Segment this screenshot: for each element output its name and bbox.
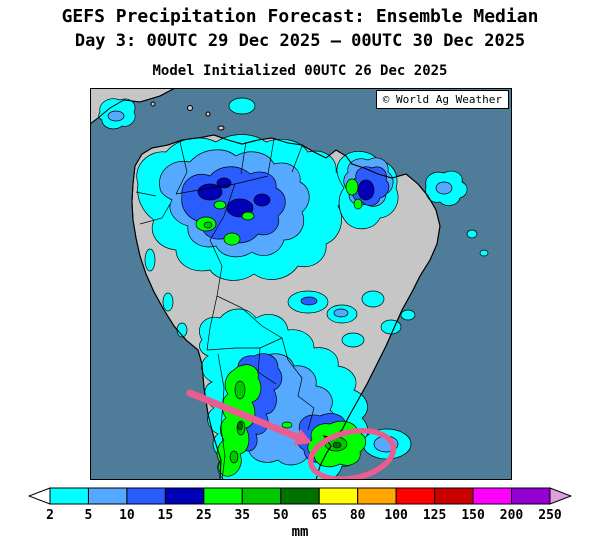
caribbean-island	[150, 101, 156, 107]
legend-swatch	[241, 487, 282, 505]
legend-swatch	[434, 487, 474, 505]
highlight-ellipse	[307, 428, 397, 480]
legend-tick-label: 250	[538, 508, 562, 523]
precipitation-map: © World Ag Weather	[90, 88, 512, 480]
precip-blob	[144, 248, 156, 272]
copyright-badge: © World Ag Weather	[375, 90, 509, 109]
legend-swatch	[472, 487, 513, 505]
legend-swatch	[49, 487, 89, 505]
country-borders	[135, 138, 315, 480]
legend-tick-label: 25	[196, 508, 212, 523]
precip-blob	[300, 296, 318, 306]
legend-tick-label: 100	[384, 508, 408, 523]
precip-blob	[228, 97, 256, 115]
caribbean-island	[187, 105, 193, 111]
precip-blob	[361, 290, 385, 308]
precip-blob	[341, 332, 365, 348]
trinidad-island	[217, 125, 225, 131]
legend-tick-label: 80	[350, 508, 366, 523]
legend-tick-label: 200	[500, 508, 524, 523]
precip-blob	[253, 193, 271, 207]
precip-blob	[107, 110, 125, 122]
legend-tick-label: 15	[158, 508, 174, 523]
precip-blob	[229, 450, 239, 464]
legend-swatch	[87, 487, 128, 505]
precip-blob	[223, 232, 241, 246]
legend-tick-label: 125	[423, 508, 446, 523]
precip-blob	[333, 308, 349, 318]
precip-blob	[435, 181, 453, 195]
precip-blob	[357, 179, 375, 201]
legend-tick-label: 50	[273, 508, 289, 523]
map-frame	[90, 88, 512, 480]
legend-tick-label: 150	[461, 508, 485, 523]
precip-blob	[380, 319, 402, 335]
precip-blob	[353, 198, 363, 210]
legend-swatch	[318, 487, 359, 505]
legend-tick-label: 35	[234, 508, 250, 523]
precip-50-65mm-group	[237, 421, 342, 449]
precip-blob	[332, 441, 342, 449]
legend-swatch	[357, 487, 397, 505]
precip-blob	[345, 178, 359, 196]
legend-swatch	[395, 487, 436, 505]
precip-blob	[281, 421, 293, 429]
legend-over-cap	[549, 487, 573, 505]
precip-blob	[162, 292, 174, 312]
legend-tick-label: 2	[46, 508, 54, 523]
caribbean-island	[205, 111, 211, 117]
highlight-annotations	[186, 389, 397, 480]
precip-blob	[400, 309, 416, 321]
model-init-line: Model Initialized 00UTC 26 Dec 2025	[152, 63, 448, 79]
legend-swatch	[511, 487, 551, 505]
precip-blob	[237, 421, 243, 431]
precip-blob	[241, 211, 255, 221]
precip-blob	[197, 183, 223, 201]
valid-period-subtitle: Day 3: 00UTC 29 Dec 2025 — 00UTC 30 Dec …	[74, 31, 526, 51]
legend-swatch	[280, 487, 320, 505]
precipitation-legend: 2 5 10 15 25 35 50 65 80 100 125 150 200 250 mm	[27, 487, 573, 543]
legend-tick-label: 65	[311, 508, 327, 523]
legend-swatch	[203, 487, 243, 505]
precip-blob	[234, 380, 246, 400]
precip-blob	[466, 229, 478, 239]
precip-blob	[479, 249, 489, 257]
page-title: GEFS Precipitation Forecast: Ensemble Me…	[61, 6, 539, 27]
legend-tick-label: 5	[85, 508, 93, 523]
legend-under-cap	[27, 487, 51, 505]
legend-swatch	[164, 487, 205, 505]
legend-swatch	[126, 487, 166, 505]
highlight-arrow-head	[293, 428, 312, 446]
precip-blob	[213, 200, 227, 210]
legend-tick-label: 10	[119, 508, 135, 523]
highlight-arrow-shaft	[186, 389, 301, 441]
precip-blob	[203, 221, 213, 229]
legend-unit-label: mm	[292, 524, 309, 539]
south-america-map-svg	[90, 88, 512, 480]
